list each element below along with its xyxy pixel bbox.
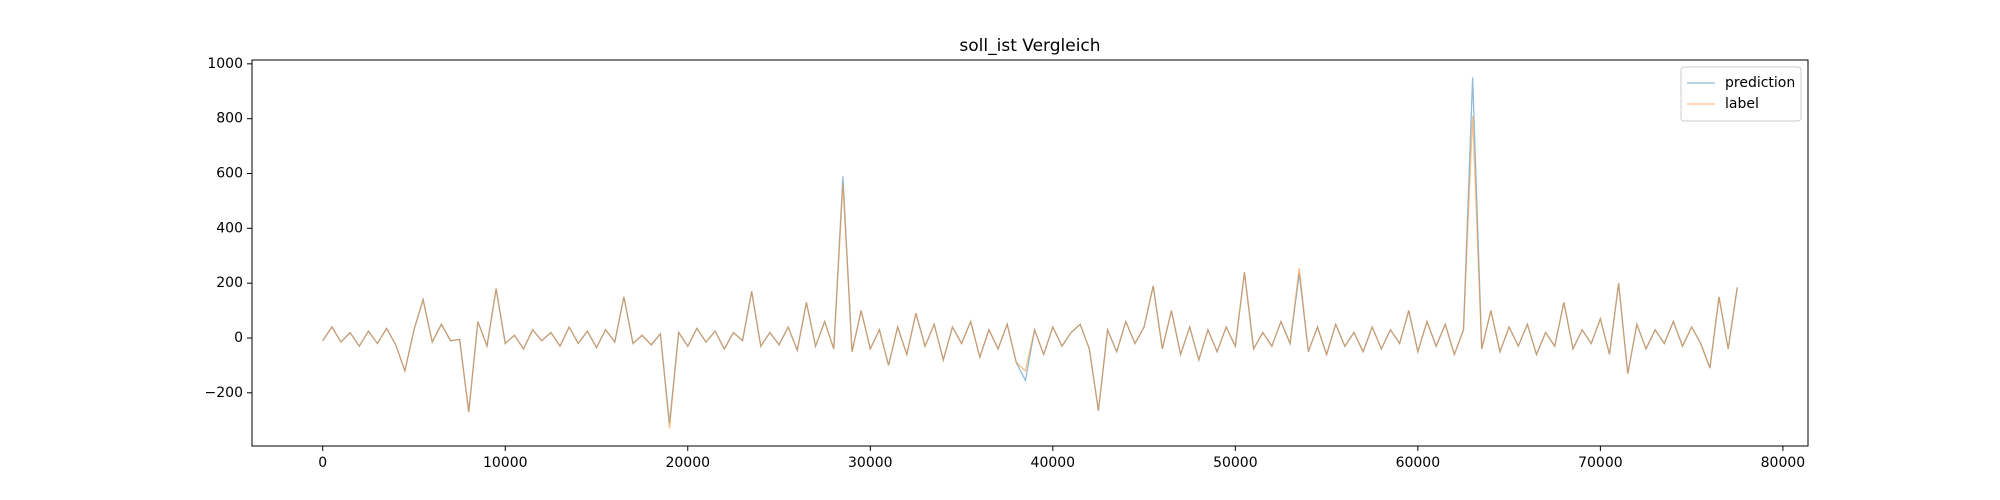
x-tick-label: 60000 [1396, 455, 1441, 471]
x-tick-label: 0 [318, 455, 327, 471]
series-line [322, 77, 1738, 424]
y-tick-label: 600 [216, 165, 243, 181]
legend-box [1680, 66, 1802, 122]
x-tick-label: 30000 [848, 455, 893, 471]
x-tick-label: 50000 [1213, 455, 1258, 471]
plot-frame [251, 59, 1809, 447]
chart-title: soll_ist Vergleich [959, 36, 1100, 56]
series-line [322, 115, 1738, 429]
legend-label: label [1725, 96, 1759, 112]
y-tick-label: 800 [216, 111, 243, 127]
legend-label: prediction [1725, 75, 1795, 91]
x-tick-label: 20000 [665, 455, 710, 471]
y-tick-label: 1000 [207, 56, 243, 72]
x-tick-label: 70000 [1578, 455, 1623, 471]
y-tick-label: −200 [205, 385, 243, 401]
x-tick-label: 80000 [1761, 455, 1806, 471]
x-tick-label: 40000 [1031, 455, 1076, 471]
y-tick-label: 200 [216, 275, 243, 291]
y-tick-label: 400 [216, 220, 243, 236]
y-tick-label: 0 [234, 330, 243, 346]
x-tick-label: 10000 [483, 455, 528, 471]
